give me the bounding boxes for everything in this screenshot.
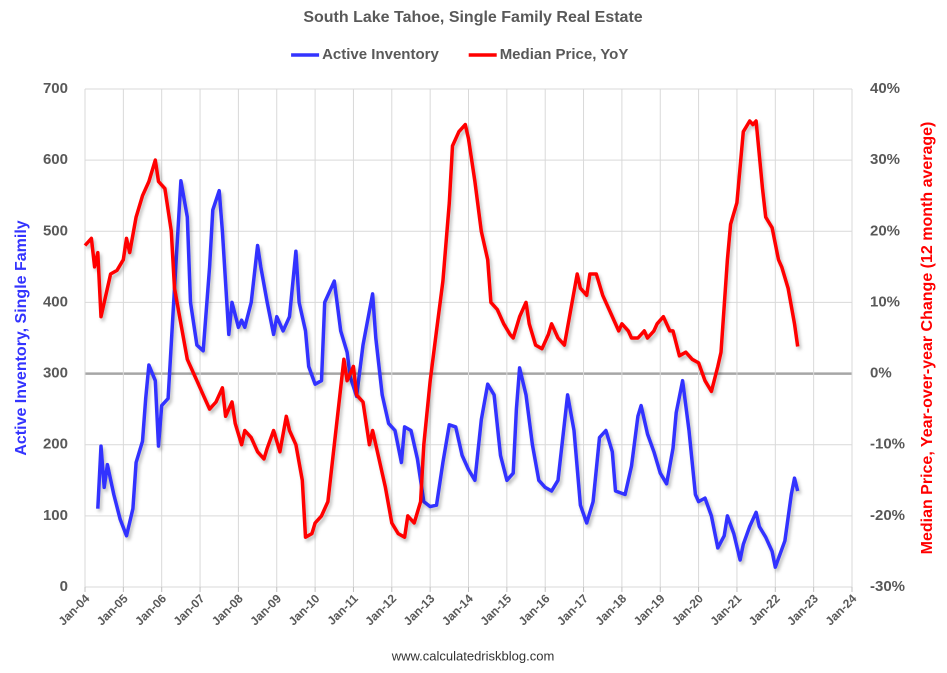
x-tick-label: Jan-24	[823, 591, 860, 628]
x-tick-label: Jan-21	[708, 591, 745, 628]
x-tick-label: Jan-22	[746, 591, 783, 628]
x-tick-label: Jan-09	[247, 591, 284, 628]
y-tick-label: 600	[43, 151, 68, 168]
y2-axis-label: Median Price, Year-over-year Change (12 …	[919, 122, 936, 555]
x-tick-label: Jan-13	[401, 591, 438, 628]
series-line	[83, 119, 800, 539]
x-tick-label: Jan-12	[362, 591, 399, 628]
y-tick-label: 200	[43, 436, 68, 453]
source: www.calculatedriskblog.com	[391, 648, 555, 663]
x-tick-label: Jan-10	[286, 591, 323, 628]
y-tick-label: 100	[43, 507, 68, 524]
y-tick-label: 500	[43, 222, 68, 239]
x-tick-label: Jan-15	[477, 591, 514, 628]
x-tick-label: Jan-08	[209, 591, 246, 628]
y2-tick-label: -10%	[870, 436, 905, 453]
y-tick-label: 300	[43, 365, 68, 382]
y-tick-label: 400	[43, 293, 68, 310]
y2-tick-label: 30%	[870, 151, 900, 168]
y2-tick-label: -30%	[870, 578, 905, 595]
x-tick-label: Jan-11	[324, 591, 361, 628]
x-tick-label: Jan-23	[784, 591, 821, 628]
y2-tick-label: 40%	[870, 80, 900, 97]
x-tick-label: Jan-18	[592, 591, 629, 628]
x-tick-label: Jan-17	[554, 591, 591, 628]
x-tick-label: Jan-20	[669, 591, 706, 628]
y-tick-label: 0	[60, 578, 68, 595]
x-tick-label: Jan-05	[94, 591, 131, 628]
x-tick-label: Jan-06	[132, 591, 169, 628]
x-tick-label: Jan-19	[631, 591, 668, 628]
grid	[84, 88, 853, 592]
x-tick-label: Jan-07	[171, 591, 208, 628]
y2-tick-label: 10%	[870, 293, 900, 310]
x-tick-label: Jan-16	[516, 591, 553, 628]
plot-lines	[83, 119, 800, 569]
chart-title: South Lake Tahoe, Single Family Real Est…	[303, 9, 642, 26]
legend-label: Active Inventory	[322, 46, 439, 63]
x-tick-label: Jan-14	[439, 591, 476, 628]
series-line	[96, 179, 800, 569]
x-tick-label: Jan-04	[56, 591, 93, 628]
y-axis-label: Active Inventory, Single Family	[13, 220, 30, 455]
y-tick-label: 700	[43, 80, 68, 97]
y2-tick-label: -20%	[870, 507, 905, 524]
y2-tick-label: 20%	[870, 222, 900, 239]
y2-tick-label: 0%	[870, 365, 892, 382]
legend: Active Inventory Median Price, YoY	[291, 46, 628, 63]
legend-label: Median Price, YoY	[500, 46, 629, 63]
